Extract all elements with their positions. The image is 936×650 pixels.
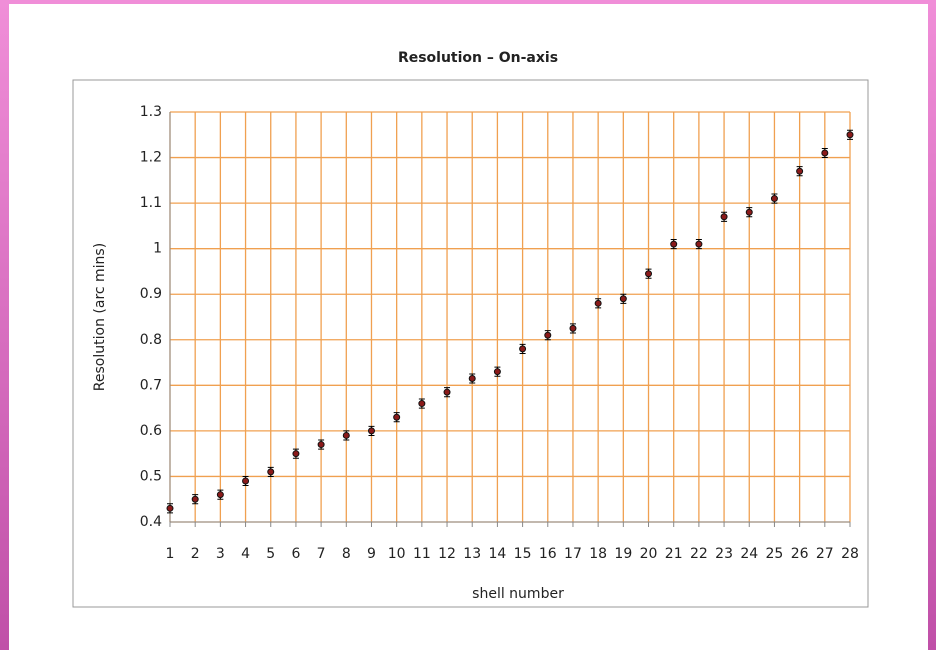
x-tick-label: 17 <box>564 546 582 562</box>
y-tick-label: 1.3 <box>140 104 162 120</box>
point <box>745 208 753 216</box>
point <box>796 167 804 175</box>
x-tick-label: 23 <box>715 546 733 562</box>
x-tick-label: 6 <box>291 546 300 562</box>
x-tick-label: 12 <box>438 546 456 562</box>
point <box>670 240 678 248</box>
y-tick-label: 0.8 <box>140 332 162 348</box>
x-tick-label: 25 <box>766 546 784 562</box>
y-tick-label: 1.2 <box>140 150 162 166</box>
x-tick-label: 3 <box>216 546 225 562</box>
point <box>191 495 199 503</box>
x-tick-label: 13 <box>463 546 481 562</box>
x-tick-label: 28 <box>841 546 859 562</box>
y-tick-label: 0.9 <box>140 286 162 302</box>
y-tick-label: 0.5 <box>140 468 162 484</box>
x-tick-label: 9 <box>367 546 376 562</box>
point <box>166 504 174 512</box>
y-tick-label: 0.7 <box>140 377 162 393</box>
x-tick-label: 16 <box>539 546 557 562</box>
x-tick-label: 1 <box>166 546 175 562</box>
point <box>720 213 728 221</box>
x-tick-label: 15 <box>514 546 532 562</box>
point <box>821 149 829 157</box>
y-tick-label: 1 <box>153 241 162 257</box>
point <box>468 375 476 382</box>
y-axis-label: Resolution (arc mins) <box>92 243 108 391</box>
point <box>695 240 703 248</box>
x-tick-label: 14 <box>488 546 506 562</box>
x-tick-label: 24 <box>740 546 758 562</box>
point <box>544 331 552 339</box>
point <box>770 195 778 203</box>
chart-title: Resolution – On-axis <box>398 50 558 66</box>
point <box>367 427 375 435</box>
point <box>443 388 451 396</box>
point <box>242 477 250 485</box>
point <box>846 131 854 139</box>
x-tick-label: 5 <box>266 546 275 562</box>
x-tick-label: 18 <box>589 546 607 562</box>
x-tick-label: 10 <box>388 546 406 562</box>
chart-frame <box>72 79 869 608</box>
x-axis-label: shell number <box>472 586 564 602</box>
point <box>317 441 325 449</box>
x-tick-label: 11 <box>413 546 431 562</box>
x-tick-label: 27 <box>816 546 834 562</box>
point <box>519 345 527 353</box>
x-tick-label: 2 <box>191 546 200 562</box>
point <box>594 299 602 307</box>
y-tick-label: 1.1 <box>140 195 162 211</box>
x-tick-label: 4 <box>241 546 250 562</box>
point <box>342 431 350 439</box>
x-tick-label: 21 <box>665 546 683 562</box>
point <box>569 324 577 332</box>
y-tick-label: 0.6 <box>140 423 162 439</box>
point <box>292 450 300 458</box>
point <box>393 413 401 421</box>
point <box>216 491 224 499</box>
x-tick-label: 26 <box>791 546 809 562</box>
x-tick-label: 19 <box>614 546 632 562</box>
x-tick-label: 7 <box>317 546 326 562</box>
x-tick-label: 22 <box>690 546 708 562</box>
x-tick-label: 8 <box>342 546 351 562</box>
x-tick-label: 20 <box>640 546 658 562</box>
point <box>619 295 627 303</box>
point <box>645 270 653 278</box>
y-tick-label: 0.4 <box>140 514 162 530</box>
point <box>267 468 275 476</box>
point <box>418 400 426 408</box>
point <box>493 368 501 376</box>
